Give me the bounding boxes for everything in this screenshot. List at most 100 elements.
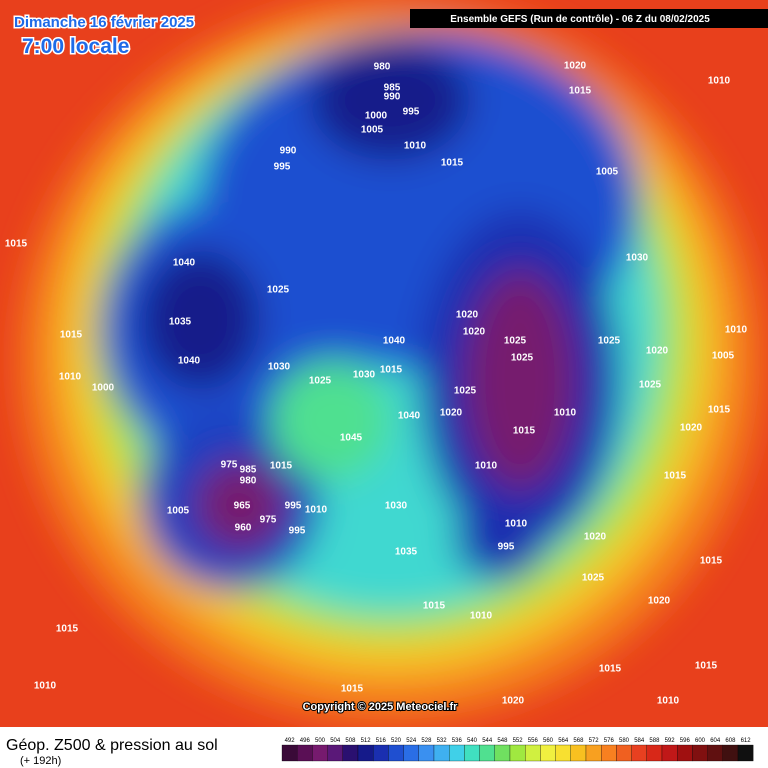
isobar-label: 1020 — [680, 423, 703, 434]
isobar-label: 1015 — [5, 239, 28, 250]
isobar-label: 1015 — [423, 601, 446, 612]
colorbar-label: 560 — [543, 738, 554, 744]
isobar-label: 1015 — [700, 556, 723, 567]
colorbar-label: 596 — [680, 738, 691, 744]
isobar-label: 1025 — [504, 336, 527, 347]
isobar-label: 1000 — [92, 383, 115, 394]
isobar-label: 1045 — [340, 433, 363, 444]
colorbar-label: 548 — [497, 738, 508, 744]
isobar-label: 995 — [403, 107, 420, 118]
colorbar-swatch — [373, 744, 389, 762]
header: Ensemble GEFS (Run de contrôle) - 06 Z d… — [13, 9, 768, 714]
isobar-label: 1010 — [34, 681, 57, 692]
colorbar-swatch — [692, 744, 708, 762]
colorbar-label: 600 — [695, 738, 706, 744]
colorbar-swatch — [357, 744, 374, 762]
isobar-label: 1040 — [398, 411, 421, 422]
isobar-label: 1005 — [596, 167, 619, 178]
isobar-label: 1010 — [708, 76, 731, 87]
colorbar-label: 568 — [573, 738, 584, 744]
isobar-label: 1025 — [309, 376, 332, 387]
colorbar-label: 516 — [376, 738, 387, 744]
isobar-label: 1030 — [353, 370, 376, 381]
colorbar-swatch — [585, 744, 602, 762]
colorbar-swatch — [722, 744, 739, 762]
isobar-label: 1015 — [695, 661, 718, 672]
colorbar-swatch — [570, 744, 587, 762]
colorbar-label: 492 — [285, 738, 296, 744]
isobar-label: 1015 — [708, 405, 731, 416]
colorbar-swatch — [601, 744, 617, 762]
colorbar-label: 524 — [406, 738, 417, 744]
footer-lead: (+ 192h) — [20, 755, 61, 767]
isobar-label: 1025 — [267, 285, 290, 296]
isobar-label: 1040 — [383, 336, 406, 347]
colorbar-label: 500 — [315, 738, 326, 744]
colorbar-label: 604 — [710, 738, 721, 744]
isobar-label: 1015 — [569, 86, 592, 97]
isobar-label: 1035 — [395, 547, 418, 558]
colorbar-swatch — [631, 744, 647, 762]
isobar-label: 1015 — [441, 158, 464, 169]
isobar-label: 1020 — [440, 408, 463, 419]
isobar-label: 1020 — [648, 596, 671, 607]
isobar-label: 1015 — [270, 461, 293, 472]
colorbar-label: 612 — [741, 738, 752, 744]
footer: Géop. Z500 & pression au sol (+ 192h) 49… — [0, 727, 768, 768]
colorbar-label: 584 — [634, 738, 645, 744]
isobar-label: 975 — [260, 515, 277, 526]
colorbar-swatch — [540, 744, 556, 762]
isobar-label: 990 — [384, 92, 401, 103]
colorbar-label: 580 — [619, 738, 630, 744]
colorbar-swatch — [433, 744, 450, 762]
isobar-label: 980 — [374, 62, 391, 73]
colorbar-swatch — [403, 744, 419, 762]
isobar-label: 1025 — [454, 386, 477, 397]
isobar-label: 1010 — [305, 505, 328, 516]
run-info: Ensemble GEFS (Run de contrôle) - 06 Z d… — [450, 14, 710, 25]
isobar-label: 1010 — [59, 372, 82, 383]
isobar-label: 1010 — [554, 408, 577, 419]
isobar-label: 1030 — [385, 501, 408, 512]
colorbar-swatch — [509, 744, 526, 762]
colorbar-label: 564 — [558, 738, 569, 744]
time: 7:00 locale — [22, 35, 129, 58]
colorbar-swatch — [661, 744, 678, 762]
isobar-label: 1010 — [505, 519, 528, 530]
isobar-label: 995 — [285, 501, 302, 512]
isobar-label: 1010 — [475, 461, 498, 472]
colorbar-label: 496 — [300, 738, 311, 744]
colorbar-swatch — [388, 744, 404, 762]
isobar-label: 1020 — [564, 61, 587, 72]
isobar-label: 995 — [498, 542, 515, 553]
isobar-label: 1025 — [598, 336, 621, 347]
isobar-label: 1005 — [167, 506, 190, 517]
isobar-label: 1015 — [664, 471, 687, 482]
geopotential-field — [0, 0, 768, 727]
colorbar-swatch — [525, 744, 541, 762]
colorbar-label: 592 — [665, 738, 676, 744]
isobar-label: 1000 — [365, 111, 388, 122]
isobar-label: 980 — [240, 476, 257, 487]
isobar-label: 1025 — [511, 353, 534, 364]
isobar-label: 1010 — [725, 325, 748, 336]
isobar-label: 985 — [240, 465, 257, 476]
colorbar-swatch — [281, 744, 298, 762]
isobar-label: 1015 — [380, 365, 403, 376]
isobar-label: 1030 — [268, 362, 291, 373]
colorbar-swatch — [646, 744, 663, 762]
colorbar-label: 556 — [528, 738, 539, 744]
isobar-label: 1025 — [582, 573, 605, 584]
run-box — [410, 9, 768, 28]
colorbar-label: 576 — [604, 738, 615, 744]
colorbar-label: 572 — [589, 738, 600, 744]
isobar-label: 990 — [280, 146, 297, 157]
colorbar-label: 504 — [330, 738, 341, 744]
copyright: Copyright © 2025 Meteociel.fr — [303, 701, 459, 713]
colorbar-swatch — [737, 744, 754, 762]
isobar-label: 1015 — [60, 330, 83, 341]
isobar-label: 960 — [235, 523, 252, 534]
colorbar-swatch — [479, 744, 495, 762]
